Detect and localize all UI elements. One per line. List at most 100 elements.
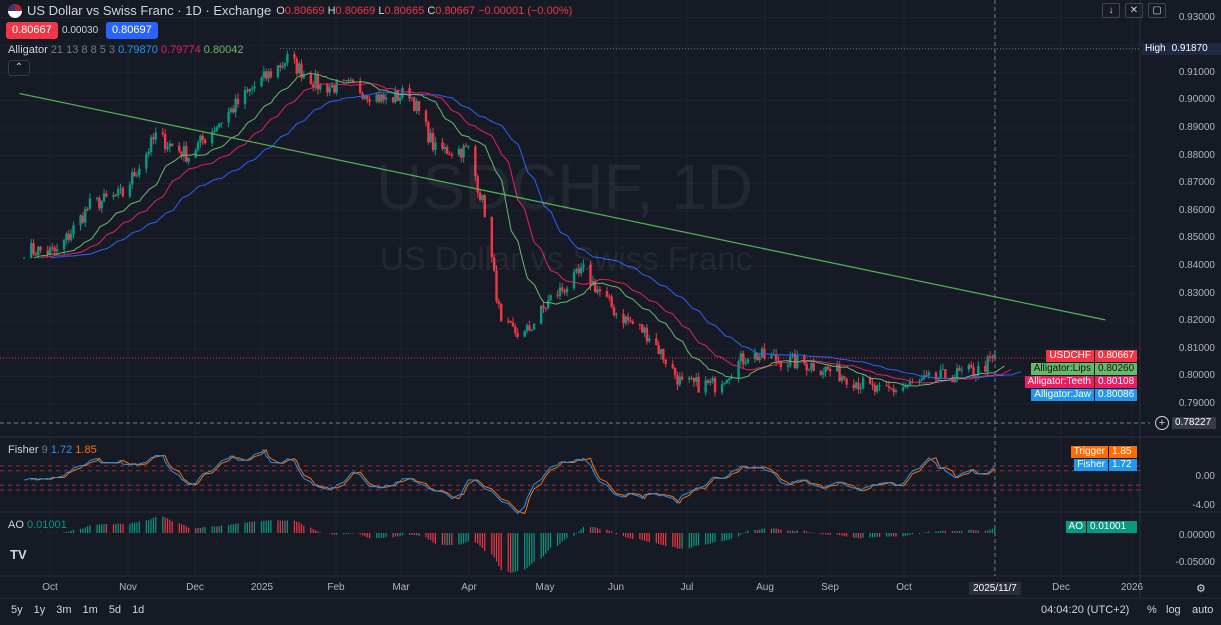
- candle-body: [490, 216, 493, 258]
- range-1m[interactable]: 1m: [82, 604, 98, 616]
- candle-body: [218, 123, 221, 128]
- candle-body: [483, 195, 486, 217]
- candle-body: [203, 139, 207, 144]
- candle-body: [648, 338, 651, 342]
- candle-body: [119, 188, 122, 190]
- time-tick: Jun: [607, 582, 625, 593]
- candle-body: [937, 378, 940, 380]
- candle-body: [645, 327, 649, 342]
- candle-body: [690, 377, 693, 379]
- range-5d[interactable]: 5d: [108, 604, 122, 616]
- candle-body: [180, 151, 183, 157]
- candle-body: [429, 132, 432, 143]
- clock[interactable]: 04:04:20 (UTC+2): [1041, 604, 1130, 616]
- candle-body: [152, 137, 155, 140]
- price-tick: 0.87000: [1178, 177, 1215, 189]
- candle-body: [777, 360, 780, 362]
- add-alert-plus-icon[interactable]: +: [1155, 416, 1169, 430]
- candle-body: [622, 313, 625, 324]
- symbol-price-tag: USDCHF 0.80667: [1046, 350, 1137, 362]
- candle-body: [885, 385, 888, 387]
- collapse-icon[interactable]: ✕: [1125, 3, 1143, 18]
- candle-body: [234, 98, 237, 113]
- candle-body: [988, 356, 992, 358]
- candle-body: [46, 250, 49, 255]
- buy-button[interactable]: 0.80697: [106, 22, 158, 39]
- candle-body: [213, 130, 216, 132]
- teeth-tag: Alligator:Teeth 0.80108: [1024, 376, 1137, 388]
- candle-body: [786, 365, 790, 368]
- symbol-title[interactable]: US Dollar vs Swiss Franc · 1D · Exchange: [27, 3, 272, 18]
- price-tick: 0.80000: [1178, 370, 1215, 382]
- time-tick: 2025: [250, 582, 274, 593]
- range-5y[interactable]: 5y: [11, 604, 23, 616]
- candle-body: [417, 101, 421, 111]
- candle-body: [779, 360, 783, 368]
- price-tick: 0.84000: [1178, 260, 1215, 271]
- alligator-legend[interactable]: Alligator 21 13 8 8 5 3 0.79870 0.79774 …: [8, 44, 244, 56]
- candle-body: [246, 90, 249, 92]
- candle-body: [168, 143, 172, 147]
- candle-body: [547, 300, 550, 309]
- candle-body: [868, 377, 872, 384]
- collapse-legend-button[interactable]: ⌃: [8, 60, 30, 76]
- candle-body: [424, 110, 428, 123]
- time-tick: May: [535, 582, 555, 593]
- sell-button[interactable]: 0.80667: [6, 22, 58, 39]
- price-tick: 0.85000: [1178, 232, 1215, 244]
- candle-body: [22, 257, 26, 259]
- candle-body: [312, 84, 315, 88]
- candle-body: [744, 362, 747, 364]
- candle-body: [84, 208, 87, 223]
- auto-toggle[interactable]: auto: [1192, 604, 1214, 616]
- time-tick: Jul: [680, 582, 694, 593]
- candle-body: [525, 325, 529, 332]
- candle-body: [561, 287, 564, 291]
- settings-gear-icon[interactable]: ⚙: [1196, 583, 1206, 595]
- move-down-icon[interactable]: ↓: [1102, 3, 1120, 18]
- candle-body: [854, 382, 858, 389]
- candle-body: [163, 134, 167, 150]
- candle-body: [876, 385, 879, 392]
- candle-body: [659, 349, 663, 355]
- price-tick: 0.88000: [1178, 149, 1215, 161]
- ao-legend[interactable]: AO 0.01001: [8, 519, 67, 531]
- candle-body: [575, 269, 578, 272]
- candle-body: [330, 85, 334, 88]
- range-1d[interactable]: 1d: [132, 604, 145, 616]
- candle-body: [178, 145, 181, 152]
- fisher-legend[interactable]: Fisher 9 1.72 1.85: [8, 444, 97, 456]
- candle-body: [481, 195, 484, 200]
- candle-body: [514, 326, 517, 334]
- candle-body: [904, 386, 907, 388]
- ao-tag: AO 0.01001: [1065, 521, 1137, 533]
- candle-body: [558, 287, 562, 296]
- candle-body: [196, 142, 200, 151]
- log-toggle[interactable]: log: [1166, 604, 1181, 616]
- range-3m[interactable]: 3m: [56, 604, 72, 616]
- candle-body: [366, 95, 369, 100]
- candle-body: [347, 80, 350, 82]
- candle-body: [30, 243, 33, 258]
- candle-body: [265, 71, 268, 79]
- maximize-icon[interactable]: ▢: [1148, 3, 1166, 18]
- candle-body: [166, 146, 169, 150]
- candle-body: [53, 247, 56, 252]
- candle-body: [725, 380, 728, 383]
- tradingview-logo[interactable]: TV: [10, 547, 27, 562]
- candle-body: [836, 365, 839, 372]
- candle-body: [431, 132, 435, 150]
- candle-body: [232, 108, 235, 113]
- candle-body: [960, 369, 963, 371]
- candle-body: [760, 348, 764, 358]
- range-1y[interactable]: 1y: [33, 604, 46, 616]
- spread: 0.00030: [62, 25, 99, 36]
- candle-body: [626, 316, 630, 321]
- percent-toggle[interactable]: %: [1147, 604, 1157, 616]
- candle-body: [972, 367, 975, 377]
- candle-body: [812, 363, 815, 371]
- candle-body: [495, 270, 498, 302]
- candle-body: [67, 233, 70, 240]
- candle-body: [610, 296, 613, 308]
